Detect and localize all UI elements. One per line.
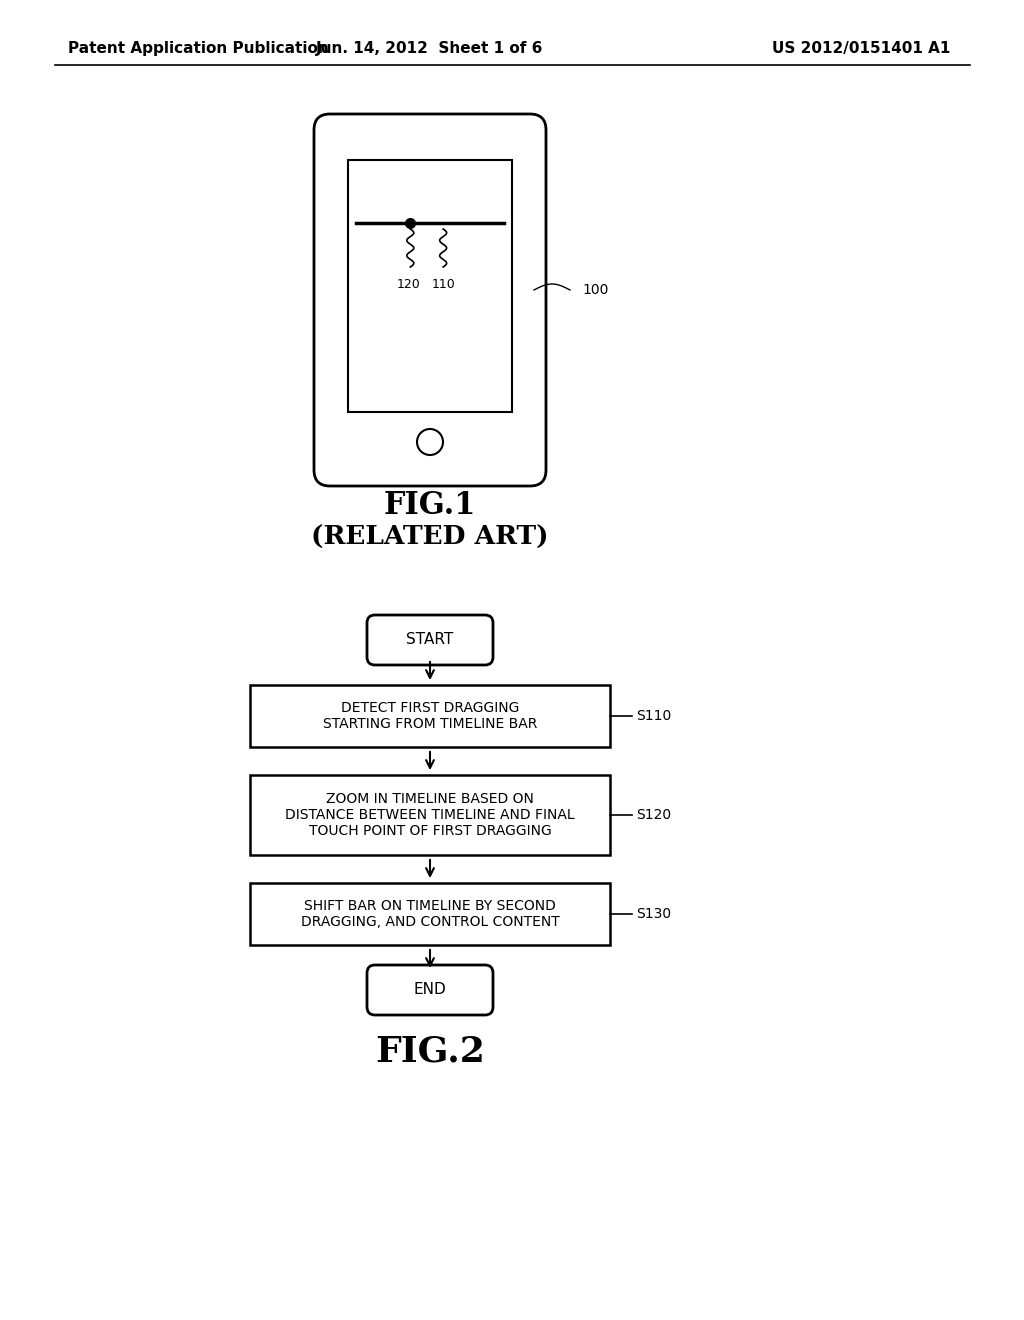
Text: (RELATED ART): (RELATED ART) [311,524,549,549]
FancyBboxPatch shape [314,114,546,486]
Text: SHIFT BAR ON TIMELINE BY SECOND
DRAGGING, AND CONTROL CONTENT: SHIFT BAR ON TIMELINE BY SECOND DRAGGING… [301,899,559,929]
Circle shape [417,429,443,455]
Text: FIG.1: FIG.1 [384,490,476,520]
Text: Patent Application Publication: Patent Application Publication [68,41,329,55]
Text: Jun. 14, 2012  Sheet 1 of 6: Jun. 14, 2012 Sheet 1 of 6 [316,41,544,55]
FancyBboxPatch shape [250,775,610,855]
FancyBboxPatch shape [348,160,512,412]
FancyBboxPatch shape [250,883,610,945]
Text: 100: 100 [582,282,608,297]
Text: START: START [407,632,454,648]
Text: S110: S110 [636,709,672,723]
Text: END: END [414,982,446,998]
FancyBboxPatch shape [367,615,493,665]
Text: ZOOM IN TIMELINE BASED ON
DISTANCE BETWEEN TIMELINE AND FINAL
TOUCH POINT OF FIR: ZOOM IN TIMELINE BASED ON DISTANCE BETWE… [286,792,574,838]
Text: FIG.2: FIG.2 [375,1035,485,1069]
Text: DETECT FIRST DRAGGING
STARTING FROM TIMELINE BAR: DETECT FIRST DRAGGING STARTING FROM TIME… [323,701,538,731]
Text: US 2012/0151401 A1: US 2012/0151401 A1 [772,41,950,55]
FancyBboxPatch shape [367,965,493,1015]
FancyBboxPatch shape [250,685,610,747]
Text: S130: S130 [636,907,671,921]
Text: 110: 110 [431,279,455,290]
Text: S120: S120 [636,808,671,822]
Text: 120: 120 [396,279,420,290]
